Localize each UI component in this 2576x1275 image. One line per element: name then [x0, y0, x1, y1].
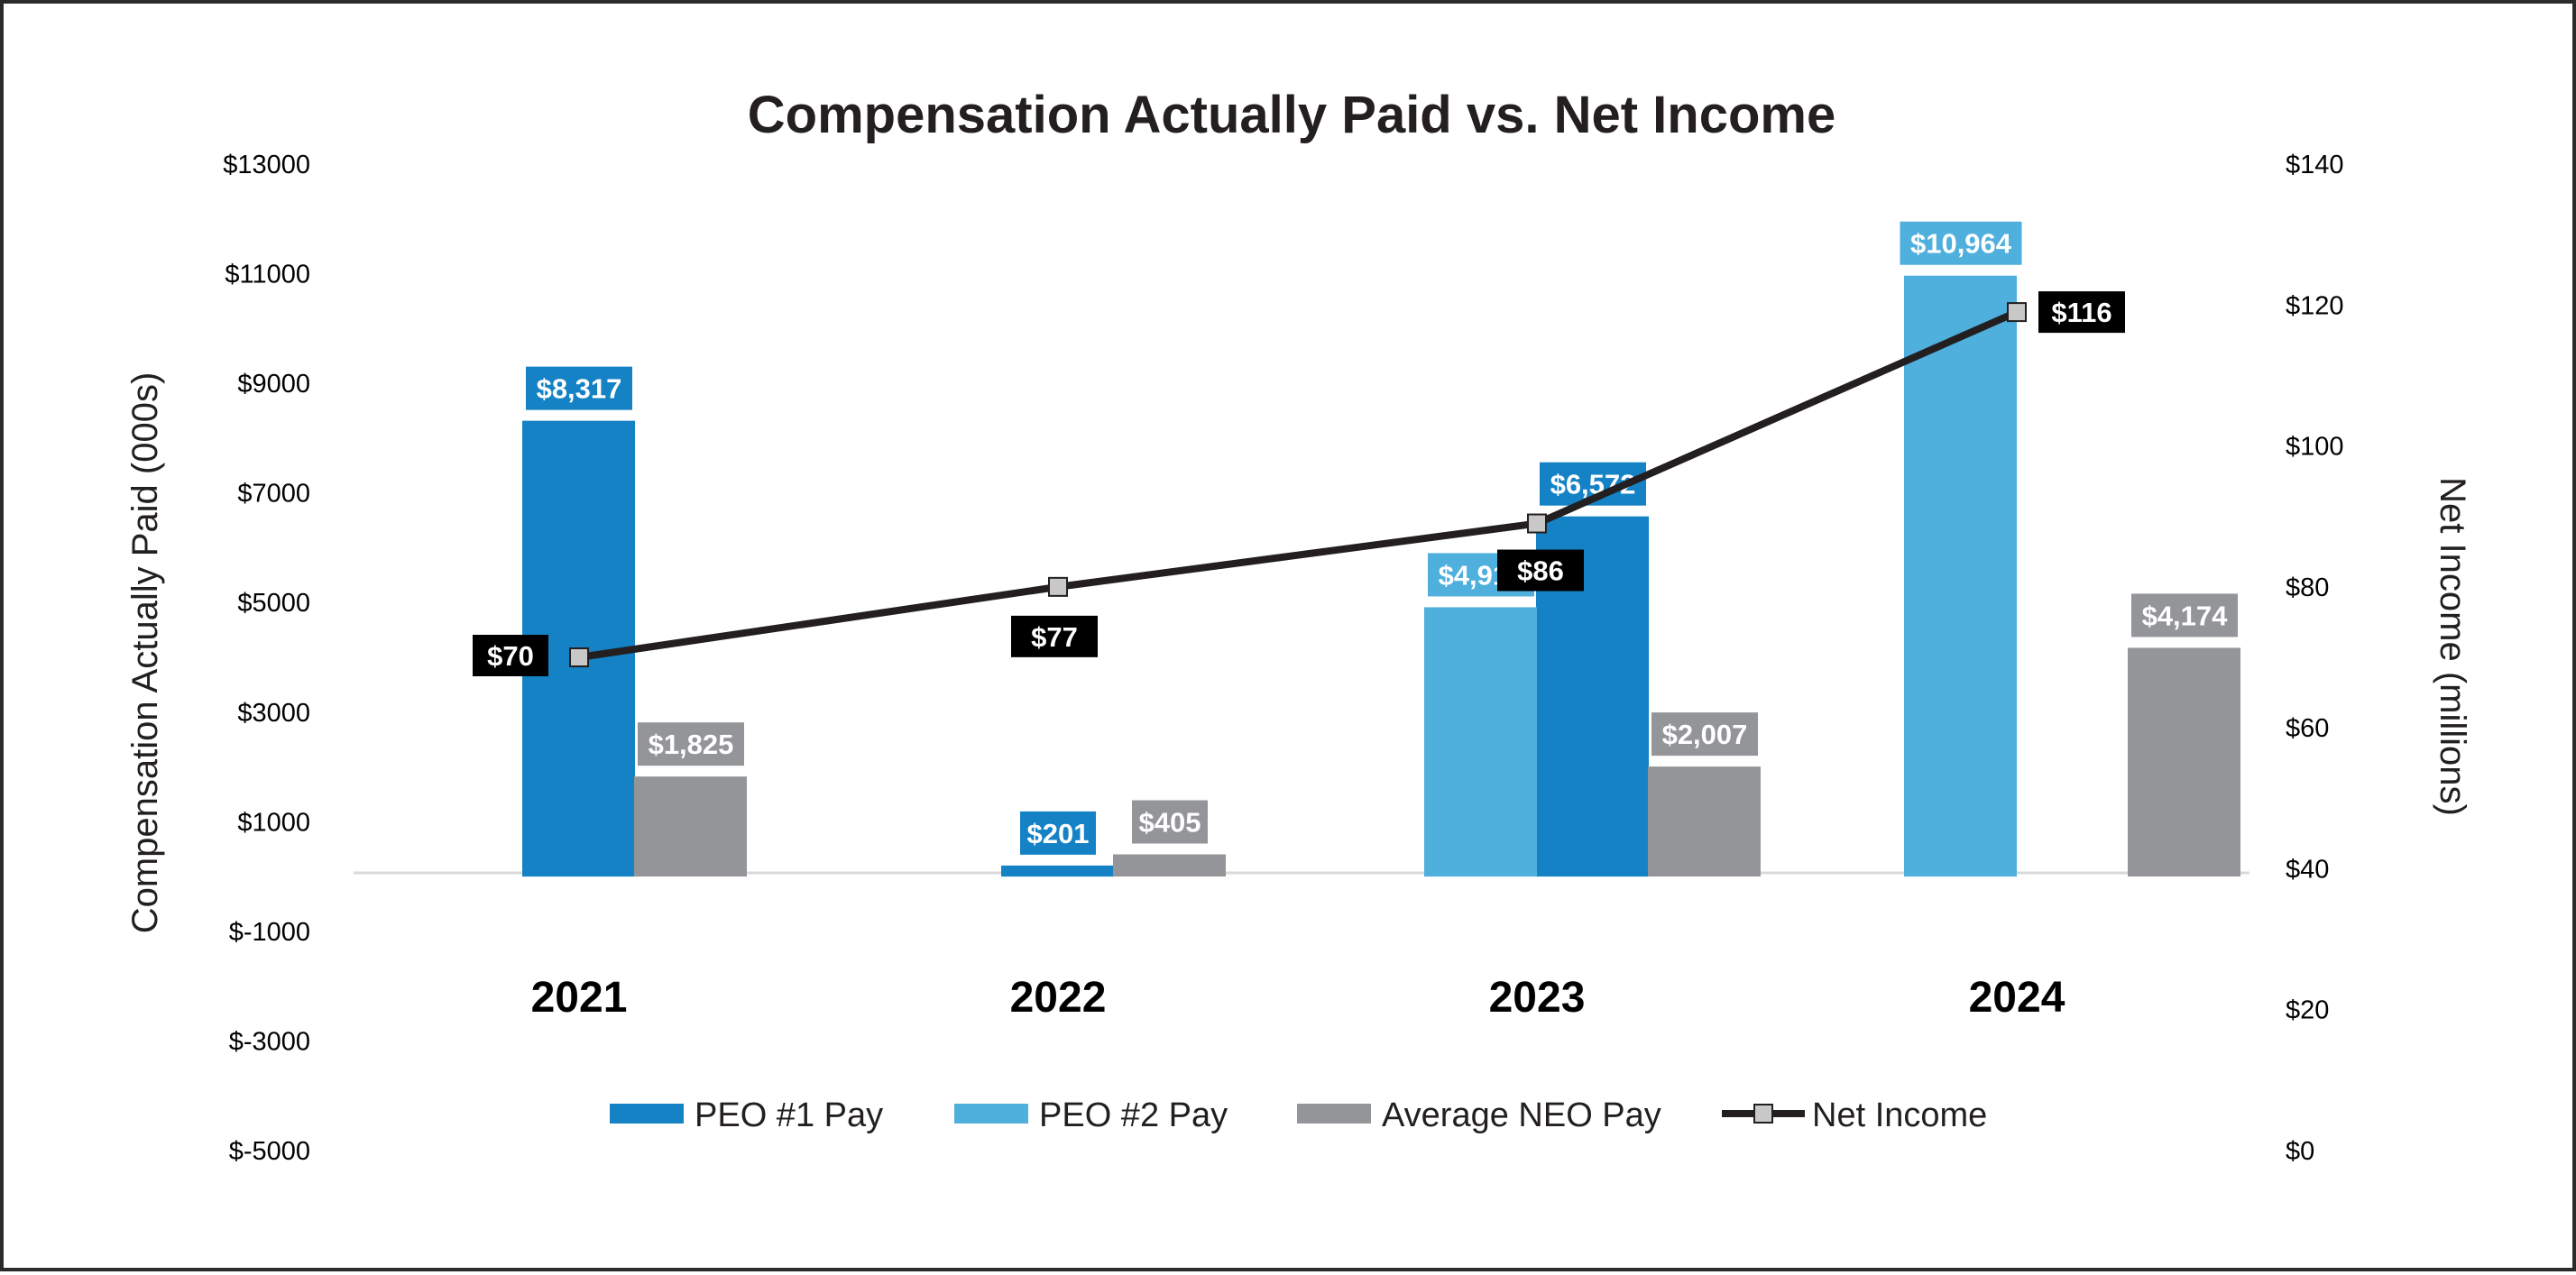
left-axis-label: Compensation Actually Paid (000s): [125, 372, 165, 934]
legend-label: Average NEO Pay: [1382, 1096, 1661, 1134]
left-tick-label: $13000: [223, 151, 310, 179]
average-neo-pay-label-box: [638, 722, 744, 766]
net-income-marker: [1527, 513, 1547, 534]
net-income-data-label: $77: [1031, 621, 1078, 653]
net-income-marker: [569, 647, 589, 667]
net-income-line: $70 $77 $86 $116: [473, 291, 2125, 676]
right-tick-label: $120: [2286, 291, 2344, 320]
right-tick-label: $60: [2286, 714, 2329, 743]
right-axis-label: Net Income (millions): [2433, 477, 2472, 816]
left-axis-ticks: $13000 $11000 $9000 $7000 $5000 $3000 $1000 $-1…: [223, 151, 310, 1166]
legend-swatch: [1297, 1104, 1371, 1124]
category-label: 2023: [1489, 974, 1586, 1022]
legend-label: PEO #1 Pay: [695, 1096, 883, 1134]
peo-2-pay-bar: [1904, 275, 2017, 877]
net-income-data-label: $86: [1517, 555, 1564, 587]
chart-svg: Compensation Actually Paid vs. Net Incom…: [125, 86, 2472, 1166]
right-tick-label: $140: [2286, 151, 2344, 179]
legend-label: Net Income: [1812, 1096, 1987, 1134]
category-label: 2024: [1969, 974, 2065, 1022]
net-income-label-box: [1011, 615, 1098, 657]
peo-1-pay-label-box: [526, 366, 632, 410]
left-tick-label: $9000: [237, 370, 310, 399]
left-tick-label: $-1000: [229, 918, 310, 947]
average-neo-pay-data-label: $4,174: [2142, 600, 2229, 631]
average-neo-pay-label-box: [1651, 712, 1758, 757]
net-income-label-box: [2038, 291, 2125, 334]
net-income-data-label: $116: [2051, 297, 2111, 328]
right-tick-label: $100: [2286, 433, 2344, 462]
peo-1-pay-data-label: $201: [1027, 818, 1090, 849]
peo-2-pay-label-box: [1900, 221, 2022, 265]
average-neo-pay-bar: [1113, 854, 1226, 877]
left-tick-label: $3000: [237, 699, 310, 728]
left-tick-label: $-5000: [229, 1137, 310, 1166]
peo-1-pay-label-box: [1020, 811, 1096, 855]
right-tick-label: $20: [2286, 996, 2329, 1025]
legend-swatch: [610, 1104, 684, 1124]
legend: PEO #1 Pay PEO #2 Pay Average NEO Pay Net I…: [610, 1096, 1987, 1134]
left-tick-label: $7000: [237, 480, 310, 509]
category-labels: 2021 2022 2023 2024: [531, 974, 2065, 1022]
average-neo-pay-data-label: $2,007: [1662, 719, 1748, 750]
average-neo-pay-label-box: [2131, 593, 2238, 638]
peo-1-pay-bar: [1001, 865, 1114, 877]
net-income-data-label: $70: [487, 640, 534, 672]
net-income-marker: [2007, 302, 2027, 323]
chart-title: Compensation Actually Paid vs. Net Incom…: [748, 86, 1835, 144]
category-label: 2021: [531, 974, 628, 1022]
average-neo-pay-bar: [1648, 766, 1761, 877]
right-tick-label: $0: [2286, 1137, 2314, 1166]
left-tick-label: $11000: [225, 261, 310, 289]
category-label: 2022: [1010, 974, 1107, 1022]
peo-2-pay-data-label: $10,964: [1910, 228, 2012, 260]
net-income-marker: [1048, 576, 1068, 597]
legend-swatch: [954, 1104, 1028, 1124]
peo-2-pay-bar: [1424, 607, 1537, 877]
net-income-label-box: [1497, 549, 1584, 592]
legend-label: PEO #2 Pay: [1039, 1096, 1228, 1134]
net-income-label-box: [473, 635, 548, 676]
average-neo-pay-label-box: [1132, 800, 1208, 844]
average-neo-pay-bar: [634, 776, 747, 877]
peo-1-pay-data-label: $8,317: [537, 373, 622, 405]
right-axis-ticks: $140 $120 $100 $80 $60 $40 $20 $0: [2286, 151, 2344, 1166]
average-neo-pay-bar: [2128, 647, 2240, 877]
bars: $8,317$201$6,572$4,914$10,964$1,825$405$…: [522, 221, 2240, 877]
left-tick-label: $1000: [237, 808, 310, 837]
left-tick-label: $5000: [237, 589, 310, 618]
right-tick-label: $80: [2286, 573, 2329, 602]
average-neo-pay-data-label: $1,825: [649, 729, 734, 760]
net-income-series-line: [578, 308, 2019, 661]
right-tick-label: $40: [2286, 855, 2329, 884]
left-tick-label: $-3000: [229, 1027, 310, 1056]
average-neo-pay-data-label: $405: [1139, 806, 1201, 838]
legend-marker-swatch: [1753, 1104, 1773, 1124]
